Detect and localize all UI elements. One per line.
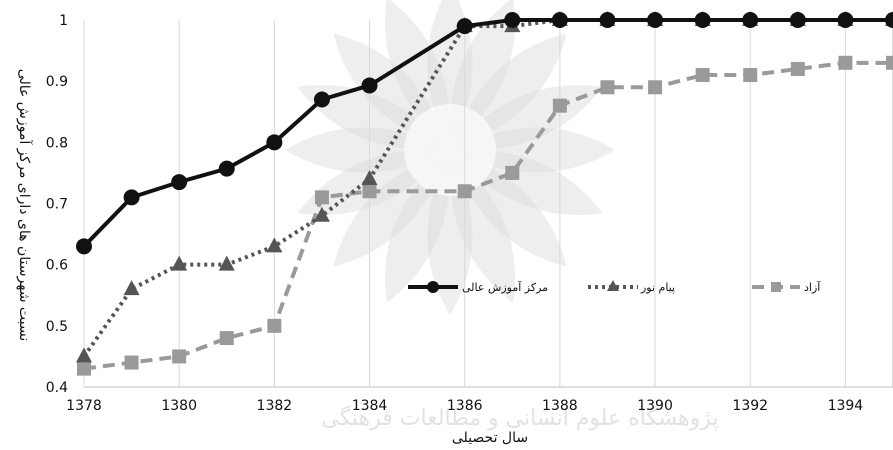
axes: 1378 1380 1382 1384 1386 1388 1390 1392 1394 0.4 0…: [46, 13, 893, 414]
data-point: [266, 237, 283, 253]
data-point: [790, 61, 805, 76]
series-group: [76, 11, 893, 376]
data-point: [362, 184, 377, 199]
legend-item: پیام نور: [588, 280, 675, 294]
axis-labels: سال تحصیلی نسبت شهرستان های دارای مرکز آ…: [16, 69, 528, 446]
data-point: [885, 12, 893, 28]
data-point: [361, 77, 378, 94]
data-point: [77, 361, 91, 376]
data-point: [76, 238, 92, 255]
y-tick-label: 0.5: [46, 319, 68, 335]
series-3: [77, 55, 893, 376]
y-axis-title: نسبت شهرستان های دارای مرکز آموزش عالی: [16, 69, 33, 341]
data-point: [123, 189, 140, 206]
y-tick-label: 0.4: [46, 380, 68, 396]
data-point: [647, 12, 664, 28]
data-point: [886, 55, 893, 70]
x-tick-label: 1390: [637, 398, 673, 414]
x-tick-label: 1382: [257, 398, 293, 414]
data-point: [504, 12, 521, 28]
x-tick-label: 1386: [447, 398, 483, 414]
data-point: [648, 80, 663, 95]
x-tick-label: 1378: [66, 398, 102, 414]
data-point: [313, 91, 330, 108]
data-point: [551, 12, 568, 28]
data-point: [456, 18, 473, 35]
data-point: [361, 170, 378, 186]
watermark-text: پژوهشگاه علوم انسانی و مطالعات فرهنگی: [321, 405, 718, 431]
data-point: [313, 206, 330, 222]
data-point: [505, 165, 520, 180]
data-point: [314, 190, 329, 205]
data-point: [427, 281, 439, 293]
legend-label: مرکز آموزش عالی: [462, 280, 548, 294]
data-point: [771, 282, 781, 292]
data-point: [267, 318, 282, 333]
x-tick-label: 1384: [352, 398, 388, 414]
y-tick-label: 0.6: [46, 258, 68, 274]
data-point: [172, 349, 187, 364]
data-point: [694, 12, 711, 28]
x-tick-label: 1394: [828, 398, 864, 414]
y-tick-label: 0.8: [46, 135, 68, 151]
x-tick-label: 1388: [542, 398, 578, 414]
data-point: [743, 68, 758, 83]
legend: مرکز آموزش عالی پیام نور آزاد: [408, 280, 821, 294]
data-point: [837, 12, 854, 28]
y-tick-label: 0.7: [46, 197, 68, 213]
series-1: [76, 12, 893, 255]
data-point: [76, 347, 92, 363]
data-point: [218, 255, 235, 271]
data-point: [599, 12, 616, 28]
data-point: [600, 80, 615, 95]
data-point: [123, 280, 140, 296]
legend-label: آزاد: [804, 280, 821, 294]
data-point: [266, 134, 283, 151]
data-point: [695, 68, 710, 83]
watermark-center: [404, 104, 496, 196]
y-tick-label: 1: [59, 13, 68, 29]
series-line: [83, 60, 893, 371]
legend-label: پیام نور: [640, 281, 675, 294]
watermark-logo: پژوهشگاه علوم انسانی و مطالعات فرهنگی: [285, 0, 719, 431]
data-point: [171, 255, 188, 271]
legend-item: آزاد: [752, 280, 821, 294]
data-point: [124, 355, 139, 370]
x-axis-title: سال تحصیلی: [452, 430, 528, 446]
data-point: [219, 331, 234, 346]
data-point: [838, 55, 853, 70]
data-point: [742, 12, 759, 28]
y-tick-label: 0.9: [46, 74, 68, 90]
data-point: [607, 280, 619, 291]
data-point: [552, 98, 567, 113]
data-point: [457, 184, 472, 199]
data-point: [789, 12, 806, 28]
legend-item: مرکز آموزش عالی: [408, 280, 548, 294]
data-point: [171, 174, 188, 191]
x-tick-label: 1392: [732, 398, 768, 414]
x-tick-label: 1380: [161, 398, 197, 414]
data-point: [218, 160, 235, 177]
